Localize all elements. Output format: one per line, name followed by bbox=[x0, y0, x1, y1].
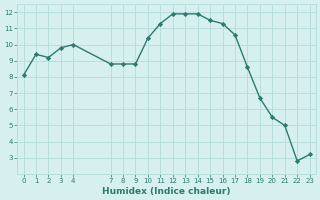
X-axis label: Humidex (Indice chaleur): Humidex (Indice chaleur) bbox=[102, 187, 231, 196]
